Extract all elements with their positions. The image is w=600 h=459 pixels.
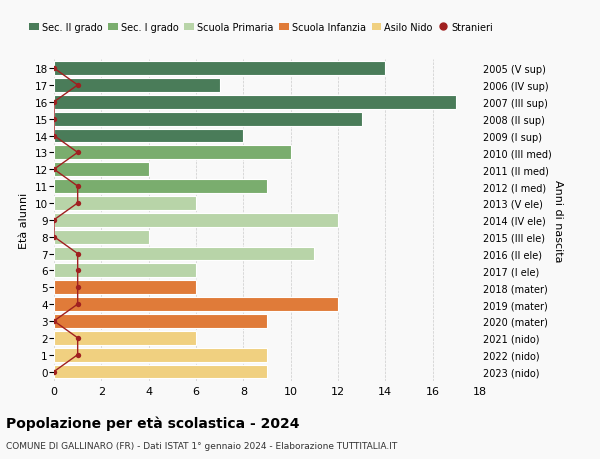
Bar: [54, 348, 267, 362]
Bar: [54, 112, 362, 126]
Bar: [54, 129, 244, 143]
Point: [49, 318, 59, 325]
Point: [49, 217, 59, 224]
Point: [49, 116, 59, 123]
Bar: [54, 180, 267, 194]
Point: [73, 149, 82, 157]
Bar: [54, 230, 149, 244]
Point: [49, 99, 59, 106]
Bar: [54, 146, 290, 160]
Point: [73, 335, 82, 342]
Y-axis label: Età alunni: Età alunni: [19, 192, 29, 248]
Point: [73, 82, 82, 90]
Point: [49, 65, 59, 73]
Point: [49, 368, 59, 375]
Bar: [54, 213, 338, 227]
Point: [49, 133, 59, 140]
Point: [73, 284, 82, 291]
Text: COMUNE DI GALLINARO (FR) - Dati ISTAT 1° gennaio 2024 - Elaborazione TUTTITALIA.: COMUNE DI GALLINARO (FR) - Dati ISTAT 1°…: [6, 441, 397, 450]
Bar: [54, 264, 196, 278]
Point: [49, 166, 59, 174]
Bar: [54, 281, 196, 295]
Point: [73, 183, 82, 190]
Point: [73, 351, 82, 358]
Bar: [54, 247, 314, 261]
Point: [73, 301, 82, 308]
Bar: [54, 314, 267, 328]
Bar: [54, 365, 267, 379]
Point: [73, 200, 82, 207]
Bar: [54, 196, 196, 210]
Bar: [54, 62, 385, 76]
Text: Popolazione per età scolastica - 2024: Popolazione per età scolastica - 2024: [6, 415, 299, 430]
Bar: [54, 163, 149, 177]
Legend: Sec. II grado, Sec. I grado, Scuola Primaria, Scuola Infanzia, Asilo Nido, Stran: Sec. II grado, Sec. I grado, Scuola Prim…: [29, 23, 493, 33]
Point: [73, 267, 82, 274]
Bar: [54, 95, 457, 109]
Bar: [54, 331, 196, 345]
Point: [73, 250, 82, 257]
Point: [49, 234, 59, 241]
Bar: [54, 79, 220, 93]
Bar: [54, 297, 338, 311]
Y-axis label: Anni di nascita: Anni di nascita: [553, 179, 563, 262]
